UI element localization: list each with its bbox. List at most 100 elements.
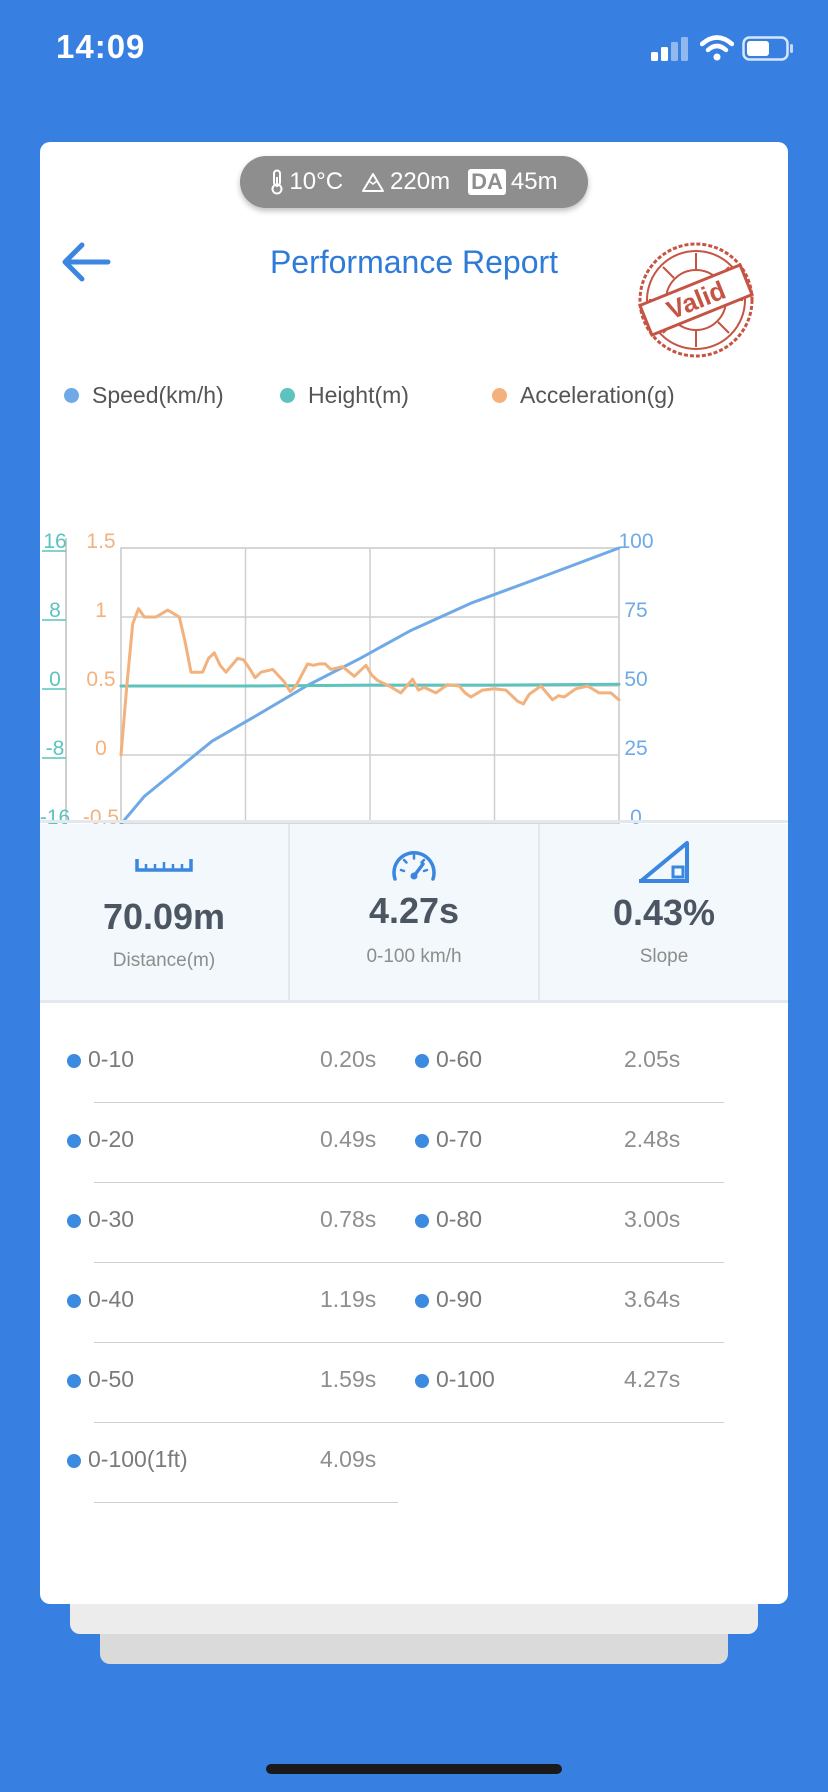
speed-axis-tick-label: 0 (630, 806, 642, 829)
valid-stamp-icon: Valid (637, 242, 755, 358)
chart-legend: Speed(km/h) Height(m) Acceleration(g) (40, 382, 788, 422)
split-label: 0-70 (436, 1126, 483, 1152)
split-bullet (67, 1374, 81, 1388)
performance-report-card: 10°C 220m DA 45m Performance Report (40, 142, 788, 1604)
split-time: 4.27s (624, 1366, 681, 1392)
speed-axis-tick-label: 25 (624, 737, 647, 760)
altitude-value: 220m (390, 168, 451, 195)
split-row: 0-100(1ft) 4.09s (40, 1422, 400, 1502)
back-arrow-icon (62, 242, 111, 282)
altitude-item: 220m (361, 168, 450, 196)
acceleration-time-label: 0-100 km/h (366, 946, 462, 967)
height-axis-tick-label: 8 (49, 599, 61, 622)
split-bullet (415, 1214, 429, 1228)
split-label: 0-100(1ft) (88, 1446, 188, 1472)
height-axis-tick-label: -8 (46, 737, 65, 760)
page-title: Performance Report (269, 244, 559, 280)
acceleration-series-line (119, 607, 621, 757)
split-time: 0.49s (320, 1126, 377, 1152)
slope-label: Slope (639, 946, 689, 967)
density-altitude-value: 45m (510, 168, 558, 195)
split-label: 0-10 (88, 1046, 135, 1072)
split-row: 0-90 3.64s (388, 1262, 788, 1342)
temperature-value: 10°C (289, 168, 344, 195)
back-button[interactable] (58, 234, 114, 290)
mountain-icon (362, 173, 385, 192)
temperature-item: 10°C (270, 168, 343, 196)
split-bullet (415, 1294, 429, 1308)
stat-slope: 0.43% Slope (538, 824, 788, 1000)
split-row: 0-20 0.49s (40, 1102, 400, 1182)
split-bullet (415, 1374, 429, 1388)
legend-dot-speed (64, 388, 79, 403)
acceleration-axis-tick-label: 0.5 (86, 668, 115, 691)
split-row: 0-10 0.20s (40, 1022, 400, 1102)
legend-item-acceleration: Acceleration(g) (492, 382, 675, 409)
distance-value: 70.09m (102, 896, 226, 937)
split-label: 0-80 (436, 1206, 483, 1232)
split-time: 4.09s (320, 1446, 377, 1472)
battery-icon (742, 36, 793, 61)
split-label: 0-20 (88, 1126, 135, 1152)
height-axis-tick-label: 16 (43, 530, 66, 553)
slope-value: 0.43% (612, 892, 716, 933)
speed-axis-tick-label: 50 (624, 668, 647, 691)
split-label: 0-30 (88, 1206, 135, 1232)
home-indicator[interactable] (266, 1764, 562, 1774)
stats-panel: 70.09m Distance(m) 4.27s 0-100 km/h (40, 824, 788, 1000)
stat-distance: 70.09m Distance(m) (40, 824, 288, 1000)
legend-item-height: Height(m) (280, 382, 409, 409)
split-label: 0-40 (88, 1286, 135, 1312)
chart-divider (40, 820, 788, 823)
height-axis-tick-label: 0 (49, 668, 61, 691)
split-bullet (67, 1294, 81, 1308)
split-bullet (415, 1134, 429, 1148)
split-label: 0-60 (436, 1046, 483, 1072)
split-divider (94, 1422, 724, 1423)
split-label: 0-100 (436, 1366, 495, 1392)
split-divider (94, 1262, 724, 1263)
status-bar: 14:09 (0, 0, 828, 100)
split-row: 0-50 1.59s (40, 1342, 400, 1422)
split-row: 0-70 2.48s (388, 1102, 788, 1182)
ruler-icon (135, 859, 193, 872)
split-time: 0.78s (320, 1206, 377, 1232)
slope-icon (639, 841, 689, 883)
split-row: 0-80 3.00s (388, 1182, 788, 1262)
split-bullet (67, 1134, 81, 1148)
legend-label-height: Height(m) (308, 382, 409, 408)
split-time: 3.64s (624, 1286, 681, 1312)
wifi-icon (700, 35, 734, 61)
acceleration-axis-tick-label: 0 (95, 737, 107, 760)
split-row: 0-60 2.05s (388, 1022, 788, 1102)
split-divider (94, 1182, 724, 1183)
acceleration-time-value: 4.27s (368, 890, 460, 931)
split-time: 0.20s (320, 1046, 377, 1072)
acceleration-axis-tick-label: 1 (95, 599, 107, 622)
acceleration-axis-tick-label: 1.5 (86, 530, 115, 553)
split-divider (94, 1342, 724, 1343)
split-bullet (67, 1214, 81, 1228)
split-row: 0-100 4.27s (388, 1342, 788, 1422)
split-bullet (415, 1054, 429, 1068)
status-time: 14:09 (56, 28, 146, 65)
split-label: 0-90 (436, 1286, 483, 1312)
split-time: 1.59s (320, 1366, 377, 1392)
split-row: 0-30 0.78s (40, 1182, 400, 1262)
da-badge: DA (468, 169, 506, 195)
split-label: 0-50 (88, 1366, 135, 1392)
speed-axis-tick-label: 100 (618, 530, 653, 553)
split-time: 2.48s (624, 1126, 681, 1152)
height-series-line (119, 682, 621, 688)
cellular-signal-icon (651, 37, 688, 61)
legend-dot-height (280, 388, 295, 403)
split-time: 1.19s (320, 1286, 377, 1312)
speed-axis-tick-label: 75 (624, 599, 647, 622)
split-time: 3.00s (624, 1206, 681, 1232)
split-divider (94, 1102, 724, 1103)
height-axis-tick-label: -16 (40, 806, 70, 829)
density-altitude-item: DA 45m (468, 168, 558, 196)
split-divider (94, 1502, 398, 1503)
split-row: 0-40 1.19s (40, 1262, 400, 1342)
legend-item-speed: Speed(km/h) (64, 382, 224, 409)
